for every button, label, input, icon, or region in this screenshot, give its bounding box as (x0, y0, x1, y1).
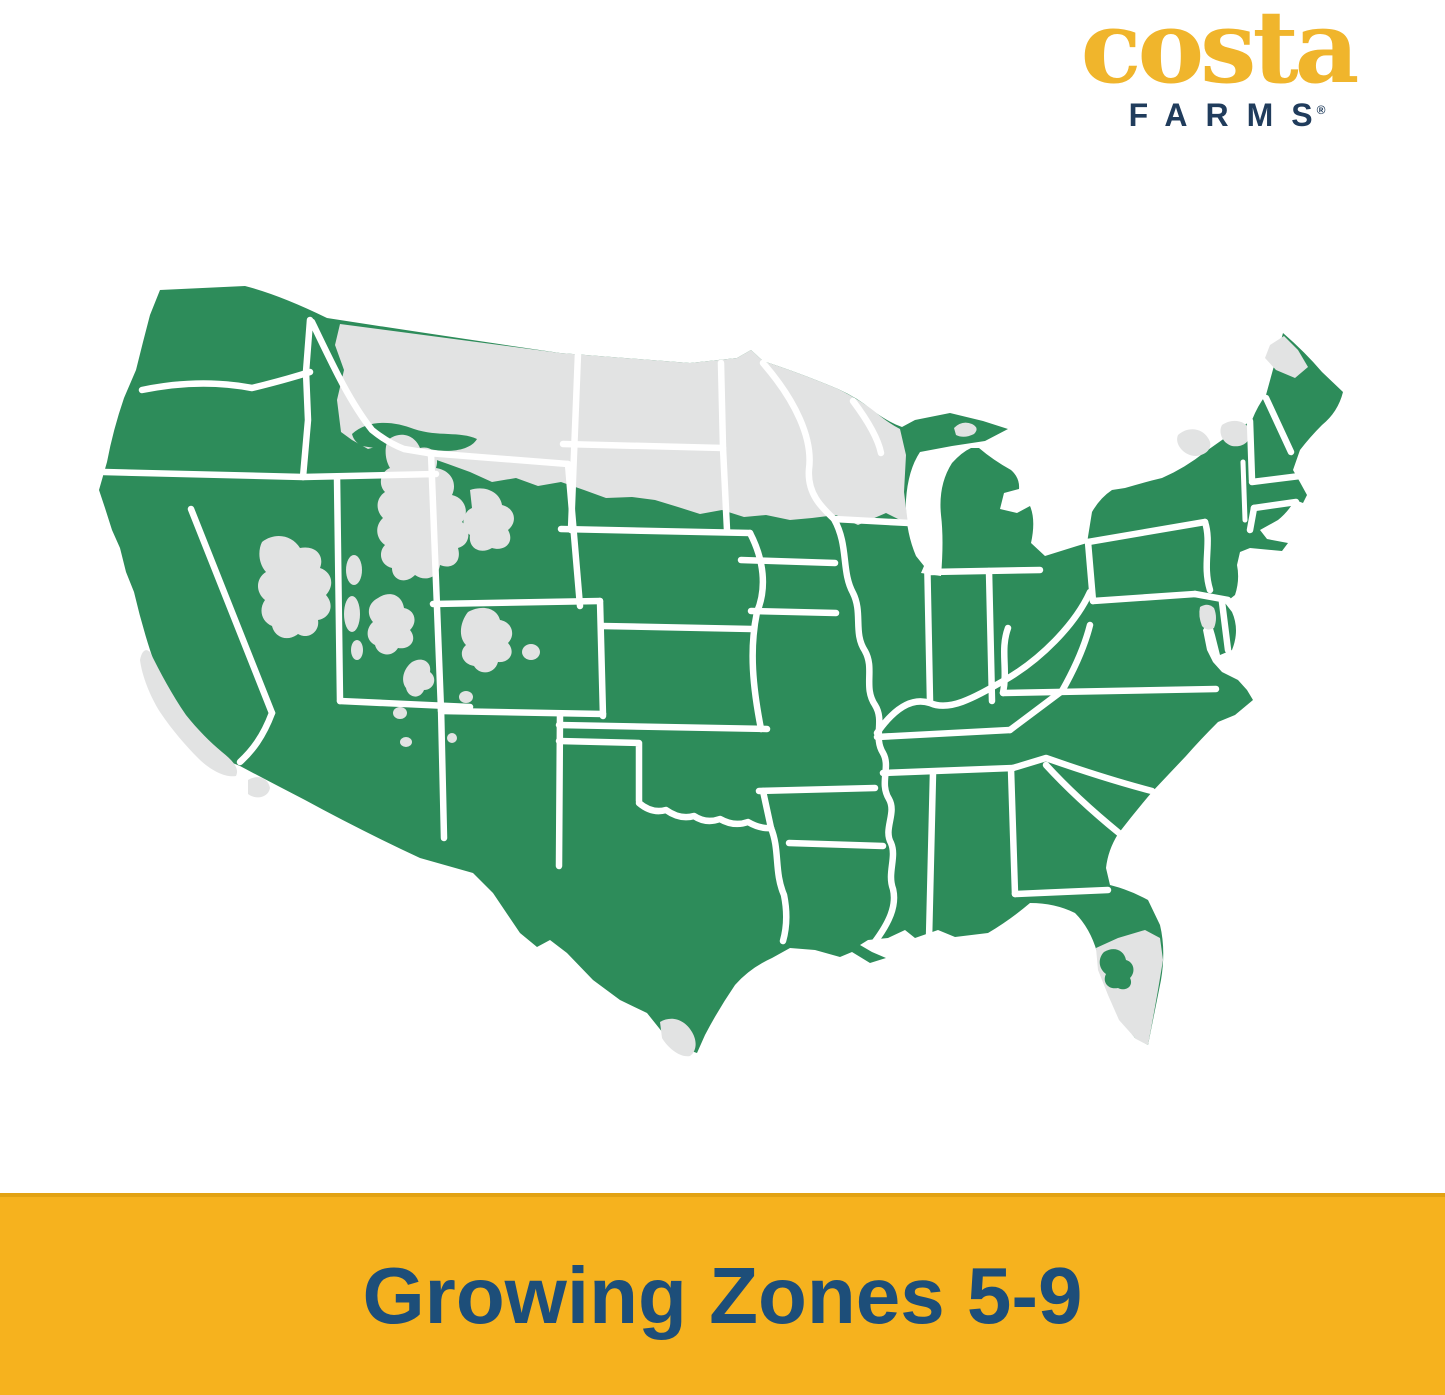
logo-brand-text: costa (1080, 0, 1360, 106)
excluded-region-colorado (447, 607, 540, 743)
registered-mark: ® (1316, 103, 1326, 118)
state-borders (100, 316, 1304, 947)
excluded-region-northeast (1177, 336, 1308, 630)
growing-zones-title: Growing Zones 5-9 (362, 1251, 1083, 1340)
costa-farms-logo: costa FARMS® (1053, 0, 1383, 134)
excluded-region-north (335, 324, 908, 525)
excluded-region-socal-coast (140, 650, 270, 798)
growing-zones-banner: Growing Zones 5-9 (0, 1193, 1445, 1395)
excluded-region-south-florida (1096, 930, 1163, 1045)
excluded-region-upper-peninsula (954, 422, 977, 437)
excluded-region-great-basin (257, 536, 435, 747)
excluded-region-rockies (377, 434, 514, 581)
logo-sub-text: FARMS® (1128, 97, 1331, 133)
excluded-region-south-texas (660, 1018, 696, 1057)
